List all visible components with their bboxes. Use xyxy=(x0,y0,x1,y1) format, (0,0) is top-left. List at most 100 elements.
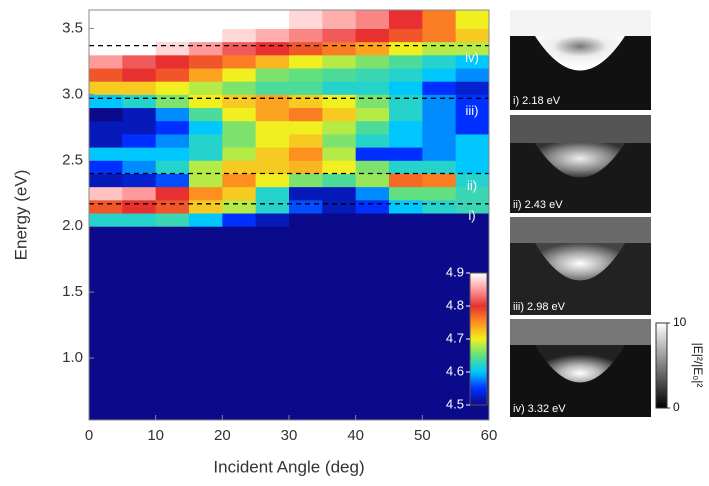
heat-cell xyxy=(122,120,157,135)
heat-cell xyxy=(455,213,490,227)
heat-cell xyxy=(122,147,157,161)
heat-cell xyxy=(422,133,457,148)
panel-label: iii) 2.98 eV xyxy=(513,301,566,313)
heat-cell xyxy=(322,133,357,148)
heat-cell xyxy=(155,147,190,161)
heat-cell xyxy=(289,199,323,214)
heat-cell xyxy=(289,120,323,135)
y-tick-label: 2.0 xyxy=(62,217,83,234)
heat-cell xyxy=(155,68,190,82)
heat-cell xyxy=(155,41,190,56)
heat-cell xyxy=(355,81,390,95)
heat-cell xyxy=(389,199,423,214)
y-tick-label: 1.0 xyxy=(62,349,83,366)
heat-cell xyxy=(289,41,323,56)
heat-cell xyxy=(89,81,123,95)
heat-cell xyxy=(155,120,190,135)
x-tick-label: 10 xyxy=(147,427,164,444)
heat-cell xyxy=(89,120,123,135)
heat-cell xyxy=(355,68,390,82)
heat-cell xyxy=(355,94,390,109)
heat-cell xyxy=(189,120,223,135)
heat-cell xyxy=(355,10,390,29)
heat-cell xyxy=(255,199,290,214)
x-axis-label: Incident Angle (deg) xyxy=(213,457,364,476)
y-tick-label: 3.0 xyxy=(62,85,83,102)
heat-cell xyxy=(455,10,490,29)
heat-cell xyxy=(189,107,223,122)
heat-cell xyxy=(422,226,457,421)
heat-cell xyxy=(322,41,357,56)
heat-cell xyxy=(355,41,390,56)
heat-cell xyxy=(155,173,190,188)
heat-cell xyxy=(422,41,457,56)
heat-cell xyxy=(155,94,190,109)
heat-cell xyxy=(389,213,423,227)
heat-cell xyxy=(455,81,490,95)
heat-cell xyxy=(422,199,457,214)
heat-cell xyxy=(389,186,423,201)
heat-cell xyxy=(222,120,257,135)
heatmap xyxy=(89,10,490,421)
heat-cell xyxy=(455,107,490,122)
heat-cell xyxy=(255,94,290,109)
heat-cell xyxy=(222,68,257,82)
heat-cell xyxy=(155,226,190,421)
heat-cell xyxy=(322,120,357,135)
heat-cell xyxy=(189,213,223,227)
heat-cell xyxy=(89,94,123,109)
heat-cell xyxy=(355,213,390,227)
heat-cell xyxy=(255,133,290,148)
heat-cell xyxy=(322,28,357,43)
heat-cell xyxy=(289,10,323,29)
heat-cell xyxy=(89,147,123,161)
heat-cell xyxy=(189,28,223,43)
field-colorbar: |E|²/|E₀|² 0 10 xyxy=(655,315,705,414)
colorbar-tick-label: 4.8 xyxy=(446,297,464,312)
heat-cell xyxy=(222,107,257,122)
heat-cell xyxy=(322,10,357,29)
field-panel: i) 2.18 eV xyxy=(510,10,651,110)
heat-cell xyxy=(289,213,323,227)
heat-cell xyxy=(422,186,457,201)
heat-cell xyxy=(122,10,157,29)
heat-cell xyxy=(222,199,257,214)
heat-cell xyxy=(222,133,257,148)
field-panel: iv) 3.32 eV xyxy=(510,319,651,417)
heat-cell xyxy=(322,186,357,201)
heat-cell xyxy=(389,54,423,69)
heat-cell xyxy=(455,94,490,109)
panel-label: ii) 2.43 eV xyxy=(513,199,563,211)
heat-cell xyxy=(389,28,423,43)
heat-cell xyxy=(289,173,323,188)
heat-cell xyxy=(189,81,223,95)
heat-cell xyxy=(389,10,423,29)
heat-cell xyxy=(355,133,390,148)
heat-cell xyxy=(255,81,290,95)
heat-cell xyxy=(422,120,457,135)
heat-cell xyxy=(355,199,390,214)
heat-cell xyxy=(455,120,490,135)
heat-cell xyxy=(255,213,290,227)
heat-cell xyxy=(222,226,257,421)
heat-cell xyxy=(155,199,190,214)
heat-cell xyxy=(422,68,457,82)
heat-cell xyxy=(322,107,357,122)
heat-cell xyxy=(389,160,423,174)
heat-cell xyxy=(255,173,290,188)
heat-cell xyxy=(122,186,157,201)
heat-cell xyxy=(455,68,490,82)
heat-cell xyxy=(89,107,123,122)
heat-cell xyxy=(355,186,390,201)
heat-cell xyxy=(422,107,457,122)
heat-cell xyxy=(255,10,290,29)
heat-cell xyxy=(289,94,323,109)
heat-cell xyxy=(89,213,123,227)
y-tick-label: 2.5 xyxy=(62,151,83,168)
heat-cell xyxy=(189,133,223,148)
colorbar-tick-label: 4.5 xyxy=(446,396,464,411)
x-tick-label: 0 xyxy=(85,427,93,444)
heat-cell xyxy=(389,68,423,82)
colorbar-tick-label: 4.9 xyxy=(446,264,464,279)
heat-cell xyxy=(189,41,223,56)
